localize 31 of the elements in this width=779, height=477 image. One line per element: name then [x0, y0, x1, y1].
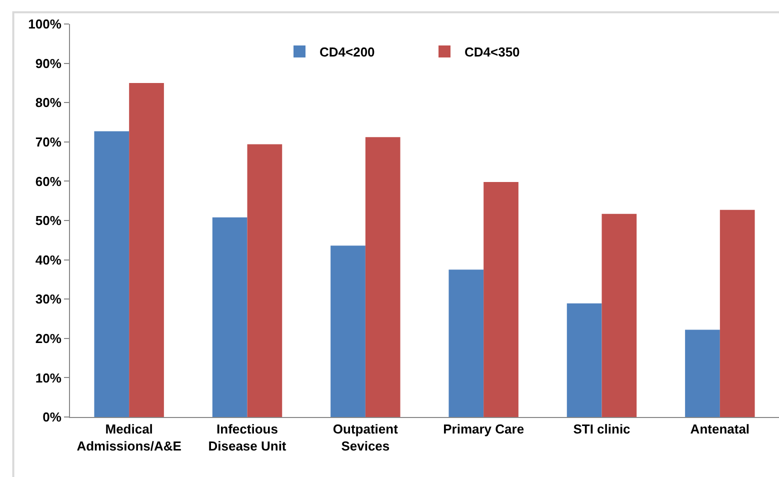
- bar: [212, 217, 248, 417]
- bar: [685, 330, 720, 417]
- y-tick-label: 60%: [35, 174, 62, 189]
- bar: [94, 131, 130, 417]
- legend-label: CD4<200: [320, 44, 375, 60]
- x-tick-label: Infectious Disease Unit: [208, 422, 287, 454]
- bar: [566, 303, 602, 417]
- bar: [129, 82, 164, 417]
- bar: [247, 144, 282, 417]
- bar: [602, 214, 637, 417]
- y-tick-label: 50%: [35, 213, 62, 228]
- legend-label: CD4<350: [464, 44, 520, 60]
- bar: [365, 137, 400, 417]
- bar: [448, 270, 484, 417]
- y-tick-label: 80%: [35, 95, 62, 110]
- x-tick-label: Primary Care: [443, 422, 524, 437]
- y-tick-label: 90%: [35, 56, 62, 71]
- y-tick-label: 20%: [35, 330, 62, 346]
- bar: [720, 210, 755, 417]
- bar: [484, 182, 518, 417]
- x-tick-label: STI clinic: [573, 422, 630, 437]
- y-tick-label: 10%: [35, 370, 62, 386]
- y-tick-label: 40%: [35, 252, 62, 268]
- bar: [330, 246, 366, 417]
- x-tick-label: Outpatient Sevices: [332, 422, 399, 454]
- y-tick-label: 0%: [42, 410, 62, 425]
- y-tick-label: 70%: [35, 134, 62, 150]
- x-tick-label: Medical Admissions/A&E: [76, 422, 182, 454]
- x-tick-label: Antenatal: [690, 422, 750, 437]
- y-tick-label: 30%: [35, 292, 62, 307]
- y-tick-label: 100%: [28, 16, 62, 32]
